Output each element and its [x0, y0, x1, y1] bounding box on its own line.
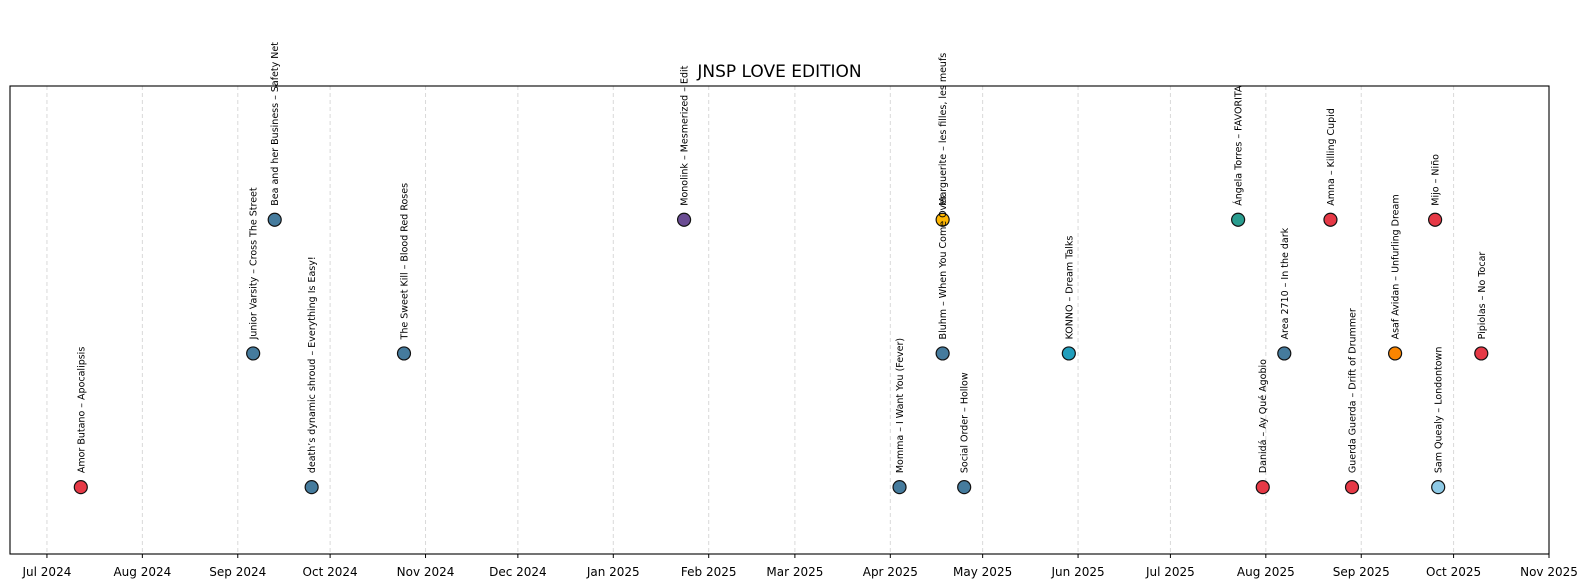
- data-point: [1344, 480, 1360, 495]
- point-label: The Sweet Kill – Blood Red Roses: [399, 183, 410, 341]
- point-label: Bluhm – When You Come Over: [938, 195, 949, 339]
- chart-title: JNSP LOVE EDITION: [696, 62, 861, 82]
- data-point: [957, 480, 972, 495]
- x-tick-label: Jan 2025: [586, 565, 640, 579]
- data-point: [246, 346, 261, 361]
- x-tick-label: May 2025: [953, 565, 1012, 579]
- x-tick-label: Dec 2024: [489, 565, 547, 579]
- x-tick-label: Jun 2025: [1051, 565, 1105, 579]
- x-tick-label: Jul 2025: [1145, 565, 1195, 579]
- point-label: Sam Quealy – Londontown: [1434, 347, 1445, 474]
- x-tick-label: Aug 2024: [113, 565, 171, 579]
- data-point: [1428, 212, 1443, 227]
- point-label: Amor Butano – Apocalipsis: [76, 347, 87, 473]
- point-label: Monolink – Mesmerized – Edit: [680, 65, 691, 205]
- data-point: [1255, 480, 1270, 495]
- x-tick-label: Feb 2025: [681, 565, 737, 579]
- point-label: Social Order – Hollow: [960, 372, 971, 473]
- point-label: Amna – Killing Cupid: [1326, 108, 1337, 206]
- point-labels: Amor Butano – Apocalipsis Junior Varsity …: [76, 42, 1487, 473]
- data-point: [396, 346, 412, 361]
- point-label: Momma – I Want You (Fever): [895, 338, 906, 473]
- data-point: [267, 212, 282, 227]
- point-label: Junior Varsity – Cross The Street: [249, 187, 260, 340]
- x-axis: Jul 2024 Aug 2024 Sep 2024 Oct 2024 Nov 2024…: [22, 554, 1578, 579]
- data-points: [73, 212, 1489, 495]
- x-tick-label: Sep 2025: [1333, 565, 1390, 579]
- plot-frame: [9, 85, 1550, 555]
- point-label: Pipiolas – No Tocar: [1477, 252, 1488, 340]
- point-label: Danidá – Ay Qué Agobio: [1258, 359, 1269, 473]
- data-point: [1231, 212, 1246, 227]
- x-tick-label: Aug 2025: [1237, 565, 1295, 579]
- data-point: [1277, 346, 1292, 361]
- x-tick-label: Apr 2025: [863, 565, 918, 579]
- point-label: Mijo – Niño: [1431, 154, 1442, 206]
- data-point: [1323, 212, 1338, 227]
- x-tick-label: Nov 2025: [1520, 565, 1578, 579]
- x-tick-label: Oct 2025: [1426, 565, 1481, 579]
- data-point: [1474, 346, 1489, 361]
- point-label: Guerda Guerda – Drift of Drummer: [1348, 308, 1359, 473]
- data-point: [304, 480, 319, 495]
- point-label: KONNO – Dream Talks: [1064, 236, 1075, 340]
- data-point: [1061, 346, 1076, 361]
- x-tick-label: Nov 2024: [397, 565, 455, 579]
- data-point: [73, 480, 88, 495]
- point-label: Ángela Torres – FAVORITA: [1233, 85, 1245, 206]
- point-label: death’s dynamic shroud – Everything Is E…: [307, 256, 318, 473]
- x-tick-label: Mar 2025: [766, 565, 823, 579]
- point-label: Asaf Avidan – Unfurling Dream: [1391, 194, 1402, 339]
- data-point: [676, 212, 692, 227]
- data-point: [935, 346, 950, 361]
- point-label: Area 2710 – In the dark: [1280, 227, 1291, 339]
- point-label: Bea and her Business – Safety Net: [270, 42, 281, 206]
- data-point: [935, 212, 950, 227]
- point-label: Marguerite – les filles, les meufs: [938, 53, 949, 206]
- data-point: [892, 480, 907, 495]
- data-point: [1387, 346, 1403, 361]
- x-tick-label: Jul 2024: [22, 565, 72, 579]
- x-tick-label: Sep 2024: [209, 565, 266, 579]
- x-tick-label: Oct 2024: [303, 565, 358, 579]
- data-point: [1431, 480, 1446, 495]
